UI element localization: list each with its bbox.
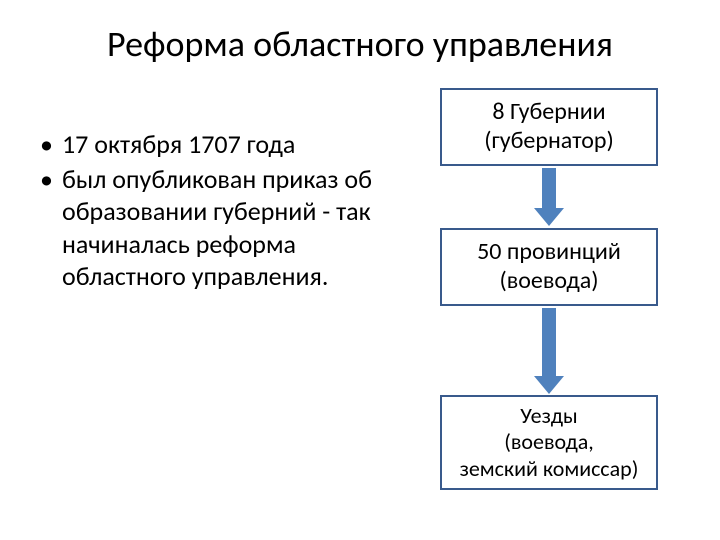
bullet-item: 17 октября 1707 года — [40, 128, 420, 161]
hierarchy-node-gubernii: 8 Губернии (губернатор) — [440, 88, 658, 166]
arrow-down-icon — [534, 168, 564, 226]
node-line: Уезды — [520, 403, 577, 429]
node-line: 8 Губернии — [492, 98, 605, 127]
node-line: земский комиссар) — [460, 456, 639, 482]
hierarchy-node-provintsii: 50 провинций (воевода) — [440, 228, 658, 306]
hierarchy-node-uezdy: Уезды (воевода, земский комиссар) — [440, 395, 658, 490]
bullet-list: 17 октября 1707 года был опубликован при… — [40, 128, 420, 295]
node-line: (воевода, — [504, 429, 594, 455]
page-title: Реформа областного управления — [0, 22, 720, 66]
arrow-down-icon — [534, 308, 564, 394]
bullet-item: был опубликован приказ об образовании гу… — [40, 163, 420, 293]
node-line: 50 провинций — [477, 238, 621, 267]
node-line: (губернатор) — [484, 127, 614, 156]
node-line: (воевода) — [499, 267, 598, 296]
